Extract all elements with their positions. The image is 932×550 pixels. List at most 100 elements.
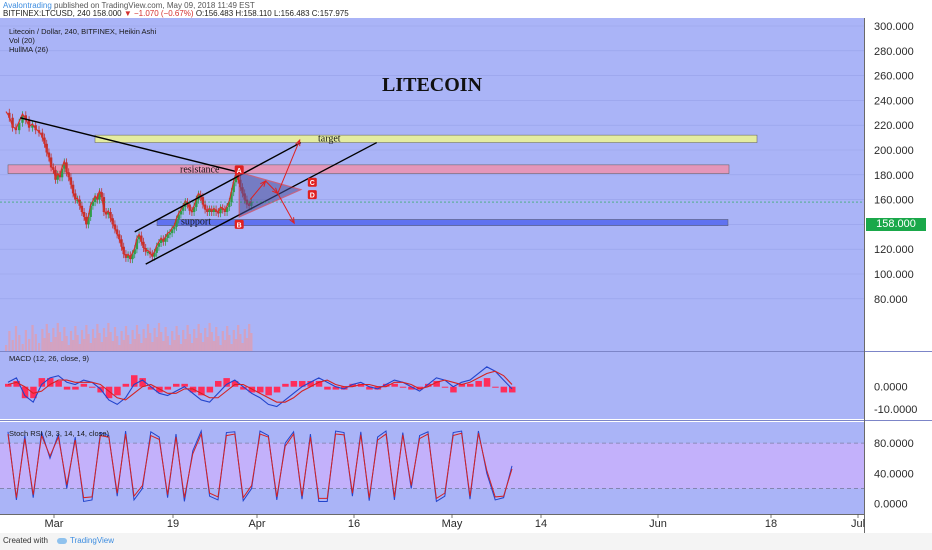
cloud-icon (57, 537, 67, 544)
candle-body (201, 197, 205, 205)
volume-bar (151, 342, 154, 351)
volume-bar (74, 326, 77, 351)
candle-body (80, 205, 84, 212)
volume-bar (171, 331, 174, 351)
volume-bar (166, 336, 169, 351)
stoch-tick-label: 80.0000 (874, 438, 914, 450)
candle-body (93, 197, 97, 203)
volume-bar (160, 332, 163, 351)
macd-histogram-bar (433, 380, 440, 387)
point-label-D: D (310, 193, 315, 200)
symbol-label: BITFINEX:LTCUSD, 240 (3, 9, 91, 18)
volume-bar (96, 324, 99, 351)
candle-body (173, 226, 176, 230)
macd-histogram-bar (391, 383, 398, 387)
volume-bar (102, 328, 106, 351)
stoch-legend[interactable]: Stoch RSI (3, 3, 14, 14, close) (9, 429, 110, 438)
candle-body (208, 209, 211, 212)
macd-histogram-bar (122, 383, 130, 387)
hullma-legend[interactable]: HullMA (26) (9, 45, 49, 54)
macd-legend[interactable]: MACD (12, 26, close, 9) (9, 354, 90, 363)
macd-histogram-bar (80, 383, 88, 387)
tradingview-logo[interactable]: TradingView (57, 536, 114, 545)
volume-bar (226, 326, 229, 351)
candle-body (126, 255, 130, 258)
macd-histogram-bar (492, 386, 499, 388)
macd-histogram-bar (5, 383, 12, 387)
macd-histogram-bar (173, 383, 180, 387)
volume-bar (113, 327, 117, 351)
volume-bar (162, 341, 165, 351)
volume-bar (18, 335, 21, 351)
chart-canvas[interactable]: 300.000 280.000 260.000 240.000 220.000 200.0… (0, 18, 932, 533)
candle-body (98, 192, 101, 200)
volume-bar (94, 338, 97, 351)
macd-histogram-bar (257, 386, 264, 393)
volume-bar (124, 326, 128, 351)
author-link[interactable]: Avalontrading (3, 1, 52, 10)
projection-arrowhead (289, 217, 295, 225)
candle-body (133, 249, 136, 255)
hullma-line (5, 111, 252, 260)
candle-body (71, 184, 75, 194)
macd-histogram-bar (315, 380, 323, 387)
time-tick-label: Apr (248, 518, 265, 530)
candle-body (232, 182, 235, 193)
volume-bar (204, 328, 207, 351)
macd-histogram-bar (374, 386, 382, 390)
macd-histogram-bar (198, 386, 205, 396)
point-marker-C (307, 177, 317, 187)
volume-bar (208, 323, 211, 351)
candle-body (91, 202, 95, 206)
volume-bar (186, 325, 189, 351)
macd-histogram-bar (408, 386, 415, 390)
volume-bar (248, 324, 251, 351)
chart-area[interactable]: 300.000 280.000 260.000 240.000 220.000 200.0… (0, 18, 932, 533)
macd-histogram-bar (500, 386, 508, 393)
volume-bar (217, 336, 220, 351)
candle-body (45, 143, 48, 153)
main-series-legend[interactable]: Litecoin / Dollar, 240, BITFINEX, Heikin… (9, 27, 157, 36)
triangle-pattern (238, 171, 303, 218)
candle-body (122, 246, 125, 255)
stoch-tick-label: 0.0000 (874, 499, 908, 511)
time-tick-label: 16 (348, 518, 360, 530)
macd-histogram-bar (475, 380, 482, 387)
volume-bar (212, 341, 216, 351)
macd-histogram-bar (114, 386, 121, 396)
candle-body (228, 202, 231, 208)
price-change: ▼ −1.070 (−0.67%) (123, 9, 194, 18)
candle-body (107, 212, 110, 215)
publish-info: published on TradingView.com, May 09, 20… (54, 1, 255, 10)
macd-histogram-bar (55, 380, 62, 387)
candle-body (192, 207, 196, 212)
volume-bar (69, 331, 73, 351)
quote-line: BITFINEX:LTCUSD, 240 158.000 ▼ −1.070 (−… (3, 9, 349, 18)
candle-body (87, 216, 90, 225)
candle-body (179, 210, 183, 215)
candle-body (168, 233, 172, 235)
last-price-tag: 158.000 (866, 218, 926, 231)
macd-histogram-bar (467, 383, 474, 387)
volume-bar (241, 343, 244, 351)
candle-body (109, 212, 112, 219)
tradingview-brand: TradingView (70, 536, 115, 545)
volume-bar (228, 335, 231, 351)
candle-body (74, 193, 77, 200)
volume-bar (215, 327, 218, 351)
macd-histogram-bar (273, 386, 281, 393)
volume-bar (80, 330, 84, 351)
target-zone (94, 134, 758, 143)
price-tick-label: 180.000 (874, 170, 914, 182)
volume-bar (98, 333, 101, 351)
volume-bar (61, 341, 64, 351)
candle-body (212, 209, 216, 212)
volume-legend[interactable]: Vol (20) (9, 36, 35, 45)
volume-bar (11, 340, 14, 351)
macd-tick-label: 0.0000 (874, 382, 908, 394)
candle-body (137, 235, 141, 240)
macd-histogram-bar (89, 386, 96, 388)
support-label: support (181, 217, 211, 228)
candle-body (140, 235, 143, 242)
candle-body (43, 137, 46, 144)
